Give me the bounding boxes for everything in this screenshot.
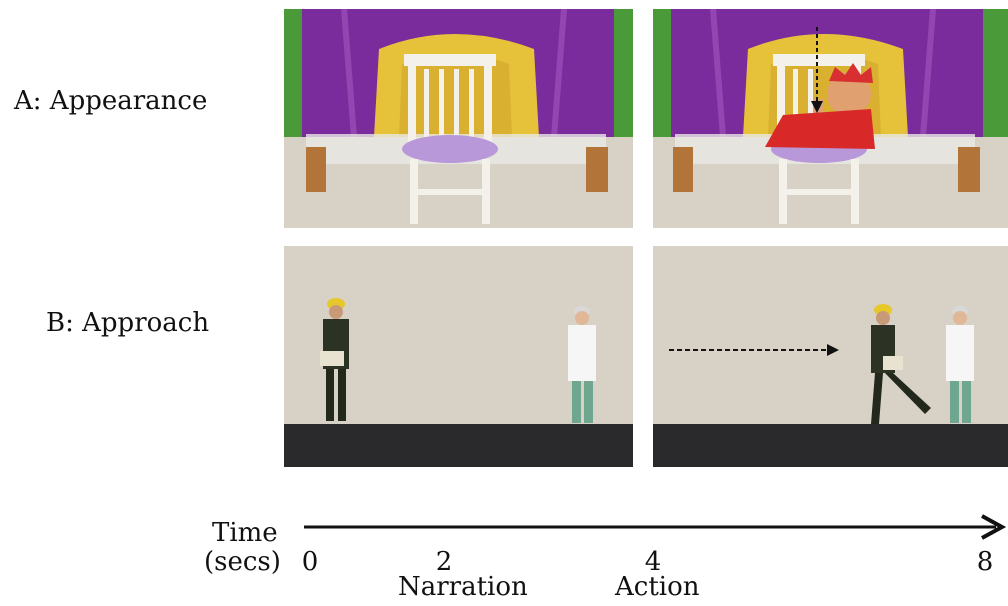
approach-frame-after xyxy=(653,246,1008,467)
time-axis-unit: (secs) xyxy=(204,547,281,577)
phase-label-action: Action xyxy=(615,572,700,602)
tick-label-2: 2 xyxy=(435,547,453,577)
time-axis-title: Time xyxy=(212,518,278,548)
row-label-appearance: A: Appearance xyxy=(14,86,208,116)
appearance-frame-after xyxy=(653,9,1008,228)
appearance-frame-before xyxy=(284,9,633,228)
tick-label-8: 8 xyxy=(976,547,994,577)
time-axis-arrow xyxy=(304,514,1007,540)
tick-label-0: 0 xyxy=(301,547,319,577)
approach-frame-before xyxy=(284,246,633,467)
tick-label-4: 4 xyxy=(644,547,662,577)
phase-label-narration: Narration xyxy=(398,572,528,602)
row-label-approach: B: Approach xyxy=(46,308,210,338)
